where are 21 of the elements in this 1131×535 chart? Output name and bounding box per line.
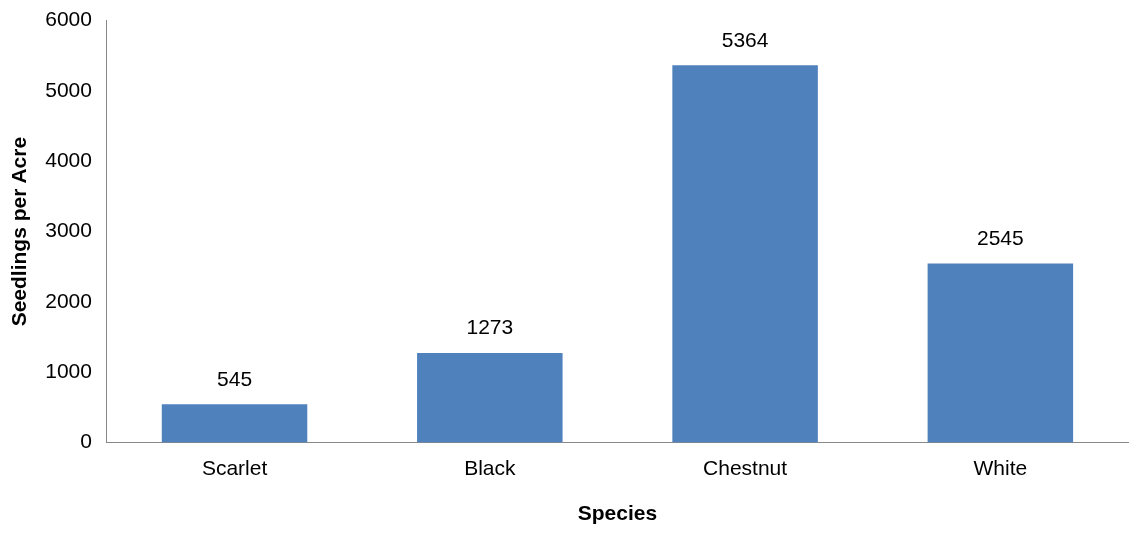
- data-label: 1273: [466, 315, 514, 339]
- y-tick-label: 2000: [45, 288, 92, 312]
- data-label: 5364: [721, 27, 769, 51]
- y-tick-label: 0: [80, 429, 92, 453]
- y-tick-label: 6000: [45, 7, 92, 31]
- bar: [417, 353, 563, 443]
- y-tick-label: 4000: [45, 148, 92, 172]
- bar: [927, 263, 1074, 443]
- x-tick-label: White: [973, 456, 1028, 479]
- y-tick-label: 3000: [45, 218, 92, 242]
- data-label: 545: [217, 366, 253, 390]
- bar: [161, 404, 308, 443]
- y-tick-label: 1000: [45, 359, 92, 383]
- x-axis-title: Species: [577, 501, 658, 525]
- y-axis-title: Seedlings per Acre: [7, 136, 31, 327]
- bar: [672, 65, 818, 443]
- x-tick-label: Black: [464, 456, 516, 479]
- data-label: 2545: [977, 225, 1024, 249]
- x-tick-label: Chestnut: [703, 456, 788, 479]
- x-tick-label: Scarlet: [201, 456, 268, 479]
- y-tick-label: 5000: [45, 77, 92, 101]
